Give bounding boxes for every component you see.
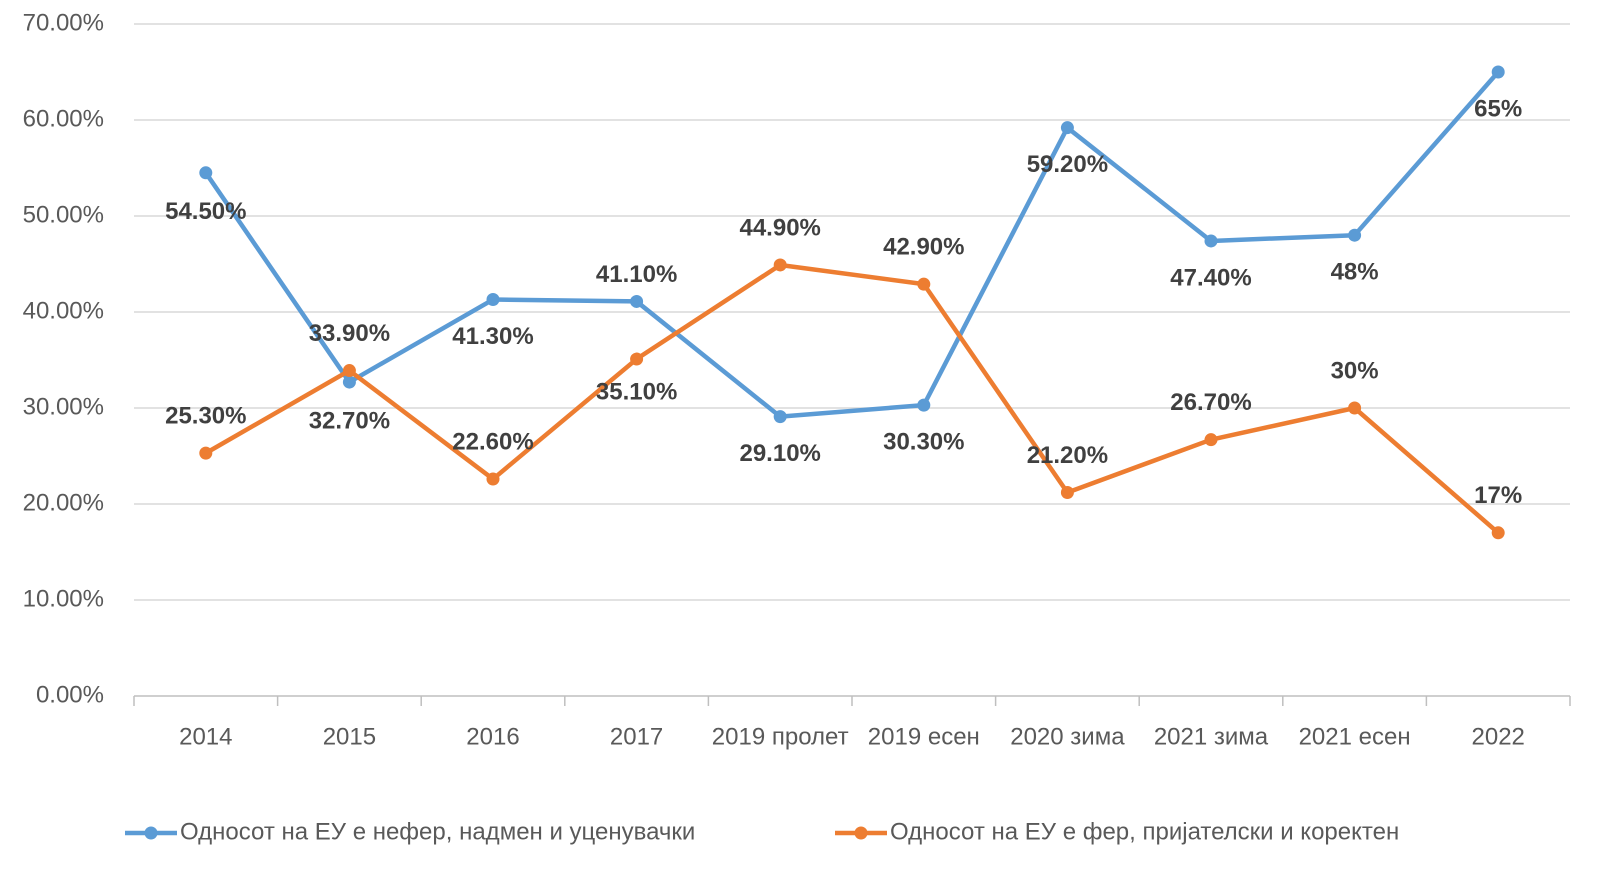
- legend-label: Односот на ЕУ е нефер, надмен и уценувач…: [180, 818, 695, 845]
- x-tick-label: 2020 зима: [1010, 723, 1125, 750]
- value-label: 41.10%: [596, 261, 677, 288]
- value-label: 41.30%: [452, 323, 533, 350]
- y-tick-label: 20.00%: [23, 489, 104, 516]
- data-point: [1060, 121, 1074, 135]
- y-tick-label: 10.00%: [23, 585, 104, 612]
- data-point: [630, 294, 644, 308]
- x-tick-label: 2021 есен: [1299, 723, 1411, 750]
- series-line: [203, 70, 1500, 419]
- data-point: [1204, 234, 1218, 248]
- value-label: 22.60%: [452, 428, 533, 455]
- y-tick-label: 40.00%: [23, 297, 104, 324]
- value-label: 59.20%: [1027, 151, 1108, 178]
- y-tick-label: 70.00%: [23, 9, 104, 36]
- value-label: 29.10%: [739, 440, 820, 467]
- legend-label: Односот на ЕУ е фер, пријателски и корек…: [890, 818, 1399, 845]
- value-label: 42.90%: [883, 234, 964, 261]
- value-label: 35.10%: [596, 378, 677, 405]
- legend-marker: [854, 826, 868, 840]
- y-tick-label: 60.00%: [23, 105, 104, 132]
- data-point: [342, 364, 356, 378]
- value-label: 33.90%: [309, 320, 390, 347]
- value-label: 47.40%: [1170, 264, 1251, 291]
- data-point: [773, 258, 787, 272]
- series-line: [204, 262, 1500, 535]
- x-tick-label: 2017: [610, 723, 663, 750]
- x-tick-label: 2019 пролет: [712, 723, 849, 750]
- value-label: 21.20%: [1027, 442, 1108, 469]
- data-point: [1204, 433, 1218, 447]
- value-label: 44.90%: [739, 214, 820, 241]
- value-label: 30%: [1331, 357, 1379, 384]
- x-tick-label: 2016: [466, 723, 519, 750]
- data-point: [773, 410, 787, 424]
- data-point: [486, 293, 500, 307]
- y-tick-label: 0.00%: [36, 681, 104, 708]
- y-tick-label: 30.00%: [23, 393, 104, 420]
- data-point: [1491, 65, 1505, 79]
- data-point: [1491, 526, 1505, 540]
- data-point: [486, 472, 500, 486]
- data-point: [1060, 485, 1074, 499]
- x-tick-label: 2019 есен: [868, 723, 980, 750]
- value-label: 30.30%: [883, 428, 964, 455]
- value-label: 32.70%: [309, 407, 390, 434]
- data-point: [917, 277, 931, 291]
- data-point: [199, 166, 213, 180]
- value-label: 25.30%: [165, 402, 246, 429]
- x-tick-label: 2015: [323, 723, 376, 750]
- value-label: 17%: [1474, 482, 1522, 509]
- y-tick-label: 50.00%: [23, 201, 104, 228]
- x-tick-label: 2021 зима: [1154, 723, 1269, 750]
- data-point: [1348, 228, 1362, 242]
- x-tick-label: 2022: [1472, 723, 1525, 750]
- value-label: 65%: [1474, 95, 1522, 122]
- data-point: [199, 446, 213, 460]
- value-label: 48%: [1331, 259, 1379, 286]
- value-label: 54.50%: [165, 198, 246, 225]
- data-point: [342, 375, 356, 389]
- data-point: [1348, 401, 1362, 415]
- legend-marker: [144, 826, 158, 840]
- data-point: [917, 398, 931, 412]
- value-label: 26.70%: [1170, 389, 1251, 416]
- x-tick-label: 2014: [179, 723, 232, 750]
- data-point: [630, 352, 644, 366]
